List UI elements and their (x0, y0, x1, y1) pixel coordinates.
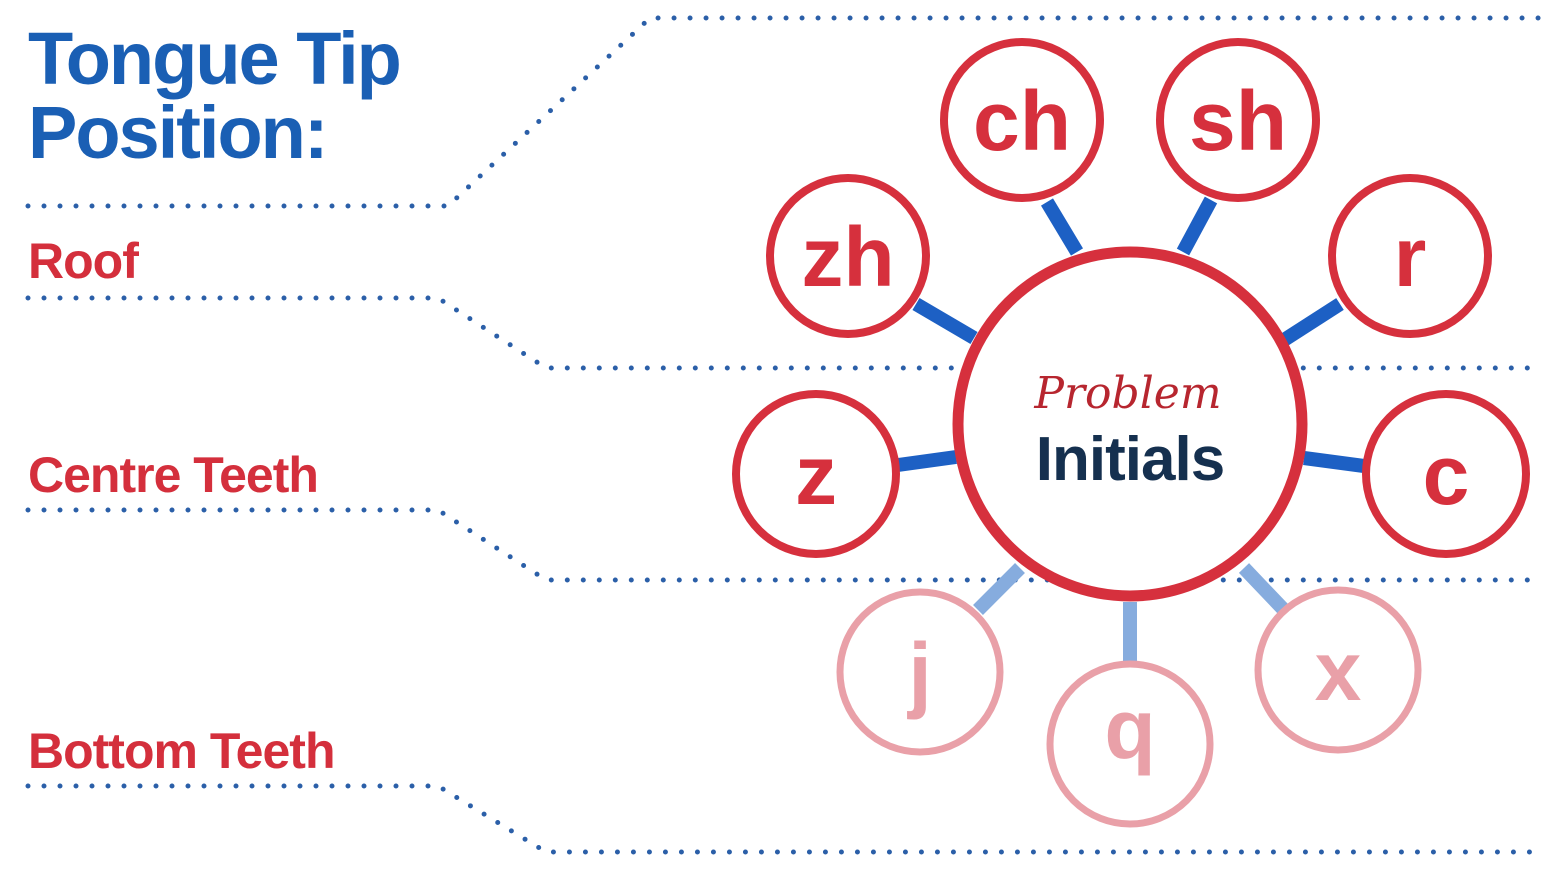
connector-ch (1040, 198, 1084, 256)
node-circle-x (1254, 586, 1422, 754)
node-label-zh: zh (801, 210, 894, 304)
node-q: q (1046, 660, 1214, 828)
zone-label-centre-teeth: Centre Teeth (28, 447, 319, 503)
hub-label-problem: Problem (1033, 368, 1221, 419)
node-circle-zh (766, 174, 930, 338)
connector-c (1303, 451, 1365, 473)
node-circle-c (1362, 390, 1530, 558)
connector-x (1238, 563, 1290, 615)
node-ch: ch (940, 38, 1104, 202)
zone-separators (25, 15, 1543, 855)
node-circle-sh (1156, 38, 1320, 202)
connector-r (1280, 298, 1344, 346)
node-sh: sh (1156, 38, 1320, 202)
node-label-z: z (795, 428, 837, 522)
node-label-ch: ch (973, 74, 1071, 168)
node-zh: zh (766, 174, 930, 338)
node-j: j (836, 588, 1004, 756)
node-label-j: j (906, 626, 931, 720)
title-line-2: Position: (28, 91, 329, 174)
node-label-q: q (1104, 682, 1155, 776)
hub-label-initials: Initials (1036, 425, 1224, 494)
node-circle-z (732, 390, 900, 558)
connector-zh (912, 297, 978, 345)
connector-z (897, 450, 957, 472)
title-line-1: Tongue Tip (28, 17, 402, 100)
node-label-sh: sh (1189, 74, 1287, 168)
node-label-x: x (1315, 624, 1362, 718)
node-c: c (1362, 390, 1530, 558)
separator-title-roof (25, 15, 1543, 209)
node-r: r (1328, 174, 1492, 338)
node-label-c: c (1423, 428, 1470, 522)
hub-circle (952, 246, 1308, 602)
separator-roof-centre (25, 295, 1543, 371)
node-circle-q (1046, 660, 1214, 828)
hub-node: Problem Initials (952, 246, 1308, 602)
page-title: Tongue Tip Position: (28, 17, 402, 174)
node-circle-ch (940, 38, 1104, 202)
node-circle-j (836, 588, 1004, 756)
connector-sh (1176, 196, 1218, 256)
separator-bottom-end (25, 783, 1543, 855)
connectors (897, 196, 1365, 662)
node-x: x (1254, 586, 1422, 754)
zone-label-bottom-teeth: Bottom Teeth (28, 723, 335, 779)
connector-j (973, 563, 1025, 615)
node-label-r: r (1394, 210, 1427, 304)
node-circle-r (1328, 174, 1492, 338)
zone-label-roof: Roof (28, 233, 139, 289)
node-z: z (732, 390, 900, 558)
